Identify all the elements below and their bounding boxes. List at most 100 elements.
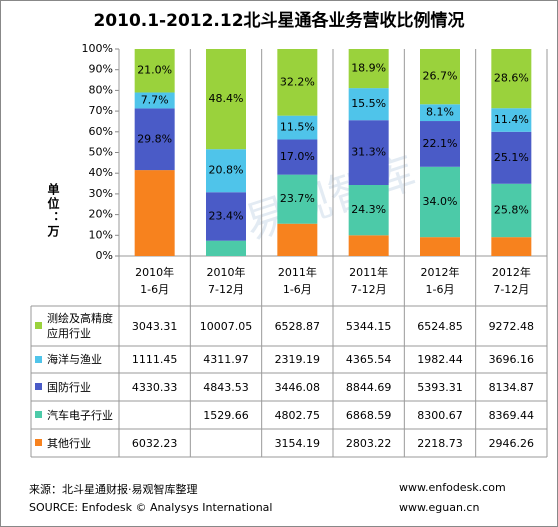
source: 来源：北斗星通财报·易观智库整理 <box>29 483 198 496</box>
y-tick-label: 20% <box>89 208 113 221</box>
bar-segment <box>348 184 389 236</box>
value-label: 11.5% <box>280 121 315 134</box>
bar-segment <box>277 223 318 256</box>
table-cell: 8844.69 <box>345 380 392 394</box>
value-label: 20.8% <box>209 164 244 177</box>
bar-segment <box>420 237 460 256</box>
y-tick-label: 40% <box>89 166 113 179</box>
bar-segment <box>491 183 532 238</box>
value-label: 17.0% <box>280 150 315 163</box>
value-label: 22.1% <box>423 137 458 150</box>
y-tick-label: 100% <box>82 42 113 55</box>
y-tick-label: 70% <box>89 104 113 117</box>
bar-segment <box>491 237 532 256</box>
x-tick-label: 2010年 <box>135 265 174 279</box>
bar-segment <box>420 49 460 105</box>
value-label: 8.1% <box>426 106 454 119</box>
table-cell: 5344.15 <box>345 319 392 333</box>
x-tick-label: 7-12月 <box>493 283 529 296</box>
url: www.eguan.cn <box>399 501 480 514</box>
x-tick-label: 2011年 <box>278 265 317 279</box>
source-en: SOURCE: Enfodesk © Analysys Internationa… <box>29 501 273 514</box>
x-tick-label: 1-6月 <box>426 283 455 296</box>
y-axis-label: 单位：万 <box>46 183 60 239</box>
bar-segment <box>134 49 175 93</box>
value-label: 48.4% <box>209 92 244 105</box>
bar-segment <box>134 92 175 109</box>
bar-segment <box>134 170 175 256</box>
table-cell: 9272.48 <box>488 319 535 333</box>
value-label: 25.1% <box>494 151 529 164</box>
bar-segment <box>206 49 246 150</box>
table-cell: 8134.87 <box>488 380 535 394</box>
value-label: 31.3% <box>351 146 386 159</box>
y-tick-label: 0% <box>96 249 113 262</box>
bar-segment <box>277 174 318 224</box>
x-tick-label: 7-12月 <box>351 283 387 296</box>
bar-segment <box>491 49 532 109</box>
x-tick-label: 2012年 <box>421 265 460 279</box>
bar-segment <box>420 166 460 238</box>
value-label: 23.7% <box>280 192 315 205</box>
y-tick-label: 10% <box>89 228 113 241</box>
legend-swatch <box>35 322 42 329</box>
table-cell: 2946.26 <box>488 436 535 450</box>
chart-title: 2010.1-2012.12北斗星通各业务营收比例情况 <box>93 10 464 31</box>
table-cell: 2803.22 <box>345 436 392 450</box>
legend-name: 海洋与渔业 <box>31 346 119 373</box>
bar-segment <box>277 49 318 116</box>
legend-swatch <box>35 383 42 390</box>
table-cell: 5393.31 <box>417 380 463 394</box>
table-cell: 6524.85 <box>417 319 463 333</box>
y-tick-label: 50% <box>89 146 113 159</box>
table-cell: 3446.08 <box>274 380 321 394</box>
bar-segment <box>277 115 318 140</box>
table-cell: 6032.23 <box>131 436 178 450</box>
bar-segment <box>348 49 389 89</box>
x-tick-label: 1-6月 <box>283 283 312 296</box>
y-tick-label: 60% <box>89 125 113 138</box>
bar-segment <box>206 149 246 193</box>
table-cell: 4330.33 <box>131 380 178 394</box>
url: www.enfodesk.com <box>399 481 506 494</box>
bar-segment <box>348 235 389 256</box>
value-label: 24.3% <box>351 203 386 216</box>
value-label: 23.4% <box>209 209 244 222</box>
table-cell: 4311.97 <box>203 353 249 366</box>
value-label: 25.8% <box>494 203 529 216</box>
legend-swatch <box>35 411 42 418</box>
watermark: 易观智库 <box>239 147 422 250</box>
bar-segment <box>420 104 460 122</box>
value-label: 26.7% <box>423 70 458 83</box>
y-tick-label: 90% <box>89 63 113 76</box>
value-label: 21.0% <box>137 64 172 77</box>
x-tick-label: 1-6月 <box>140 283 169 296</box>
bar-segment <box>420 121 460 167</box>
value-label: 29.8% <box>137 132 172 145</box>
value-label: 7.7% <box>141 93 169 106</box>
table-cell: 10007.05 <box>199 319 253 333</box>
legend-name: 国防行业 <box>31 373 119 401</box>
value-label: 32.2% <box>280 75 315 88</box>
table-cell: 3696.16 <box>488 353 535 366</box>
table-cell: 4843.53 <box>203 380 249 394</box>
table-cell: 8300.67 <box>417 408 463 422</box>
table-cell: 2319.19 <box>274 353 321 366</box>
legend-name: 汽车电子行业 <box>31 401 119 429</box>
table-cell: 1111.45 <box>131 353 178 366</box>
bar-segment <box>348 88 389 121</box>
table-cell: 2218.73 <box>417 436 463 450</box>
value-label: 28.6% <box>494 72 529 85</box>
value-label: 18.9% <box>351 62 386 75</box>
bar-segment <box>491 131 532 184</box>
table-cell: 6528.87 <box>274 319 321 333</box>
value-label: 15.5% <box>351 97 386 110</box>
x-tick-label: 2011年 <box>349 265 388 279</box>
bar-segment <box>134 108 175 171</box>
legend-swatch <box>35 355 42 363</box>
x-tick-label: 7-12月 <box>208 283 244 296</box>
table-cell: 3043.31 <box>131 319 178 333</box>
bar-segment <box>491 108 532 132</box>
